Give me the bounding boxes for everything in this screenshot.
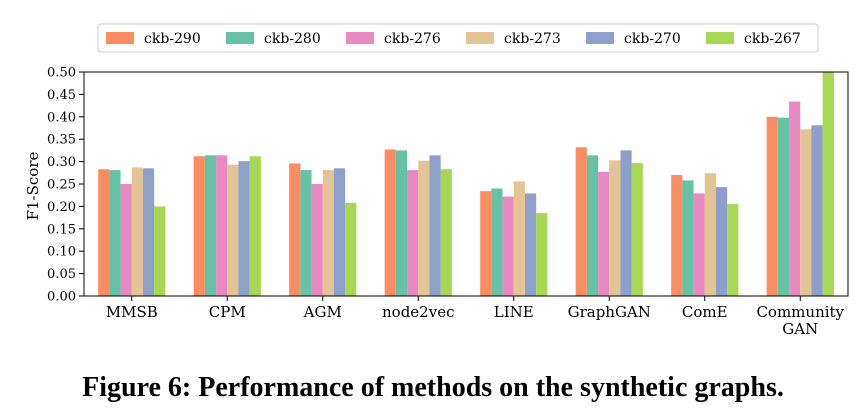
legend-swatch xyxy=(706,32,734,44)
x-tick-label: GAN xyxy=(782,320,818,338)
bar-ckb-267 xyxy=(822,72,834,296)
x-tick-label: LINE xyxy=(494,303,534,321)
bar-chart: ckb-290 ckb-280 ckb-276 ckb-273 ckb-270 ckb-2… xyxy=(24,23,849,338)
bar-ckb-270 xyxy=(333,168,346,296)
bar-ckb-267 xyxy=(727,204,739,296)
y-tick-label: 0.25 xyxy=(47,178,76,193)
legend-label: ckb-267 xyxy=(744,31,801,47)
bar-ckb-290 xyxy=(575,147,587,296)
bar-ckb-270 xyxy=(620,150,632,296)
bar-ckb-273 xyxy=(704,173,716,296)
bar-ckb-267 xyxy=(154,206,166,296)
bar-ckb-270 xyxy=(715,187,728,296)
bar-ckb-280 xyxy=(204,155,217,296)
y-tick-label: 0.05 xyxy=(47,267,76,282)
bar-ckb-276 xyxy=(789,101,801,297)
bar-ckb-273 xyxy=(227,164,239,296)
bar-ckb-273 xyxy=(800,129,812,296)
bar-ckb-267 xyxy=(631,162,643,296)
legend-label: ckb-276 xyxy=(384,31,441,47)
x-tick-label: CPM xyxy=(209,303,246,321)
legend-label: ckb-273 xyxy=(504,31,561,47)
bar-ckb-290 xyxy=(384,149,396,296)
bar-ckb-276 xyxy=(598,171,610,296)
bars xyxy=(98,72,834,297)
legend-swatch xyxy=(226,32,254,44)
legend-label: ckb-270 xyxy=(624,31,681,47)
bar-ckb-280 xyxy=(395,150,408,296)
bar-ckb-280 xyxy=(682,180,694,296)
legend: ckb-290 ckb-280 ckb-276 ckb-273 ckb-270 ckb-2… xyxy=(97,23,819,53)
bar-ckb-273 xyxy=(322,170,334,296)
axes: 0.00 0.05 0.10 0.15 0.20 0.25 0.30 0.35 0.40 0.45… xyxy=(47,66,849,338)
figure-caption: Figure 6: Performance of methods on the … xyxy=(82,372,784,403)
y-tick-label: 0.00 xyxy=(47,290,76,305)
legend-label: ckb-290 xyxy=(144,31,201,47)
y-tick-label: 0.20 xyxy=(47,200,76,215)
bar-ckb-267 xyxy=(440,169,452,296)
bar-ckb-270 xyxy=(142,168,155,296)
bar-ckb-270 xyxy=(238,161,250,296)
x-tick-label: MMSB xyxy=(106,303,158,321)
legend-label: ckb-280 xyxy=(264,31,321,47)
bar-ckb-290 xyxy=(480,191,492,296)
bar-ckb-290 xyxy=(671,175,683,296)
legend-swatch xyxy=(106,32,134,44)
bar-ckb-280 xyxy=(491,188,503,296)
bar-ckb-280 xyxy=(777,117,790,296)
x-tick-label: Community xyxy=(756,303,844,321)
bar-ckb-276 xyxy=(311,184,323,296)
bar-ckb-276 xyxy=(407,170,419,296)
legend-swatch xyxy=(586,32,614,44)
x-tick-label: ComE xyxy=(682,303,728,321)
x-tick-label: node2vec xyxy=(382,303,454,321)
bar-ckb-280 xyxy=(109,170,121,296)
y-axis-label: F1-Score xyxy=(24,151,42,220)
bar-ckb-273 xyxy=(513,181,525,296)
bar-ckb-267 xyxy=(345,202,357,296)
bar-ckb-280 xyxy=(300,170,312,296)
bar-ckb-290 xyxy=(98,169,110,296)
y-tick-label: 0.30 xyxy=(47,155,76,170)
bar-ckb-276 xyxy=(693,193,705,296)
y-tick-label: 0.15 xyxy=(47,222,76,237)
bar-ckb-273 xyxy=(131,167,143,296)
bar-ckb-270 xyxy=(429,155,441,296)
y-tick-label: 0.50 xyxy=(47,66,76,81)
bar-ckb-280 xyxy=(586,155,599,296)
bar-ckb-290 xyxy=(766,116,778,296)
bar-ckb-267 xyxy=(249,156,261,296)
y-tick-label: 0.45 xyxy=(47,88,76,103)
bar-ckb-276 xyxy=(120,184,132,296)
bar-ckb-276 xyxy=(502,196,514,296)
x-tick-label: AGM xyxy=(303,303,342,321)
x-tick-label: GraphGAN xyxy=(568,303,651,321)
bar-ckb-290 xyxy=(193,156,205,296)
legend-swatch xyxy=(346,32,374,44)
bar-ckb-273 xyxy=(418,160,430,296)
y-tick-label: 0.35 xyxy=(47,133,76,148)
bar-ckb-273 xyxy=(609,160,621,296)
y-tick-label: 0.10 xyxy=(47,245,76,260)
legend-swatch xyxy=(466,32,494,44)
bar-ckb-290 xyxy=(289,163,301,296)
legend-box xyxy=(97,23,819,53)
bar-ckb-270 xyxy=(811,125,823,296)
bar-ckb-270 xyxy=(524,193,537,296)
y-tick-label: 0.40 xyxy=(47,110,76,125)
bar-ckb-267 xyxy=(536,213,548,296)
bar-ckb-276 xyxy=(216,155,228,296)
